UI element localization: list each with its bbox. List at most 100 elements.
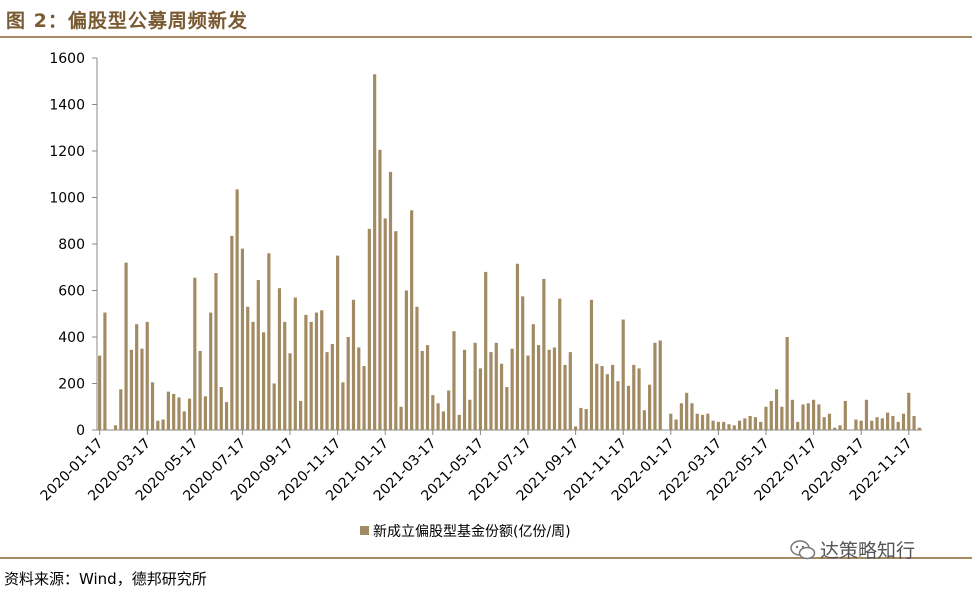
bar: [796, 421, 800, 430]
bar: [790, 399, 795, 430]
bar: [452, 331, 456, 430]
bar: [669, 413, 673, 430]
watermark: 达策略知行: [790, 536, 915, 563]
bar: [589, 299, 594, 430]
bar: [674, 419, 678, 430]
bar: [542, 278, 546, 431]
bar: [346, 337, 350, 430]
bar: [843, 400, 847, 430]
bar: [219, 386, 223, 430]
bar: [357, 347, 361, 430]
bar: [177, 397, 181, 430]
y-tick-label: 400: [58, 330, 85, 346]
bar: [262, 332, 266, 430]
bar: [812, 399, 816, 430]
bar: [404, 290, 408, 430]
bar: [690, 403, 694, 430]
bar: [505, 386, 509, 430]
bar: [801, 404, 805, 430]
bar: [288, 353, 292, 430]
bar: [299, 400, 303, 430]
y-tick-label: 1000: [49, 191, 85, 207]
bar: [425, 345, 430, 430]
bar: [616, 381, 620, 430]
bar: [653, 342, 657, 430]
bar: [473, 342, 477, 430]
bar: [182, 411, 186, 430]
bar: [224, 402, 229, 430]
bar: [499, 363, 504, 430]
bar: [478, 368, 482, 430]
bar: [119, 389, 123, 430]
bar: [838, 425, 842, 430]
bar: [98, 355, 102, 430]
bar: [537, 345, 541, 430]
bar: [251, 321, 255, 430]
bar: [367, 228, 371, 430]
bar: [325, 352, 329, 430]
bar: [912, 416, 916, 430]
bar: [415, 306, 419, 430]
bar: [579, 407, 583, 430]
bar: [468, 399, 472, 430]
bar: [166, 391, 170, 430]
bar: [531, 324, 535, 430]
source-note: 资料来源：Wind，德邦研究所: [4, 570, 207, 588]
y-tick-label: 800: [58, 237, 85, 253]
bar: [558, 298, 562, 430]
bar-chart: 0 200 400 600 800 1000 1200 1400 1600 2020-01-17…: [38, 51, 922, 540]
bar: [129, 349, 133, 430]
bar: [732, 425, 736, 430]
bar: [917, 427, 921, 430]
bar: [833, 427, 837, 430]
bar: [267, 253, 271, 430]
y-tick-label: 1400: [49, 98, 85, 114]
bar: [822, 417, 826, 430]
bar: [378, 149, 382, 430]
watermark-text: 达策略知行: [820, 540, 916, 562]
bar: [753, 417, 757, 430]
bar: [727, 424, 731, 430]
bar: [394, 231, 398, 430]
bar: [574, 426, 578, 430]
bar: [341, 382, 345, 430]
bar: [711, 420, 715, 430]
bar: [896, 421, 900, 430]
bar: [203, 396, 207, 430]
bar: [563, 364, 567, 430]
bar: [441, 411, 445, 430]
bar: [700, 414, 705, 430]
bar: [314, 312, 319, 430]
bar: [156, 420, 160, 430]
bar: [135, 324, 139, 430]
bar: [769, 400, 773, 430]
bar: [399, 406, 403, 430]
bar: [145, 321, 149, 430]
bar: [817, 404, 821, 430]
bar: [447, 390, 451, 430]
bar: [103, 312, 107, 430]
y-tick-label: 200: [58, 377, 85, 393]
legend: 新成立偏股型基金份额(亿份/周): [360, 523, 571, 540]
bar: [774, 389, 779, 430]
bar: [198, 350, 202, 430]
bar-series: [98, 74, 921, 431]
bar: [388, 171, 393, 430]
bar: [150, 382, 155, 430]
bar: [854, 419, 858, 430]
bar: [113, 425, 118, 430]
bar: [410, 210, 414, 430]
bar: [806, 403, 810, 430]
bar: [362, 366, 366, 430]
bar: [584, 409, 588, 430]
bar: [431, 395, 435, 431]
bar: [737, 420, 742, 430]
bar: [901, 413, 906, 430]
legend-swatch: [360, 526, 369, 535]
bar: [246, 306, 250, 430]
bar: [235, 189, 239, 430]
bar: [695, 413, 699, 430]
bar: [870, 420, 874, 430]
bar: [637, 368, 641, 430]
bar: [230, 235, 234, 430]
